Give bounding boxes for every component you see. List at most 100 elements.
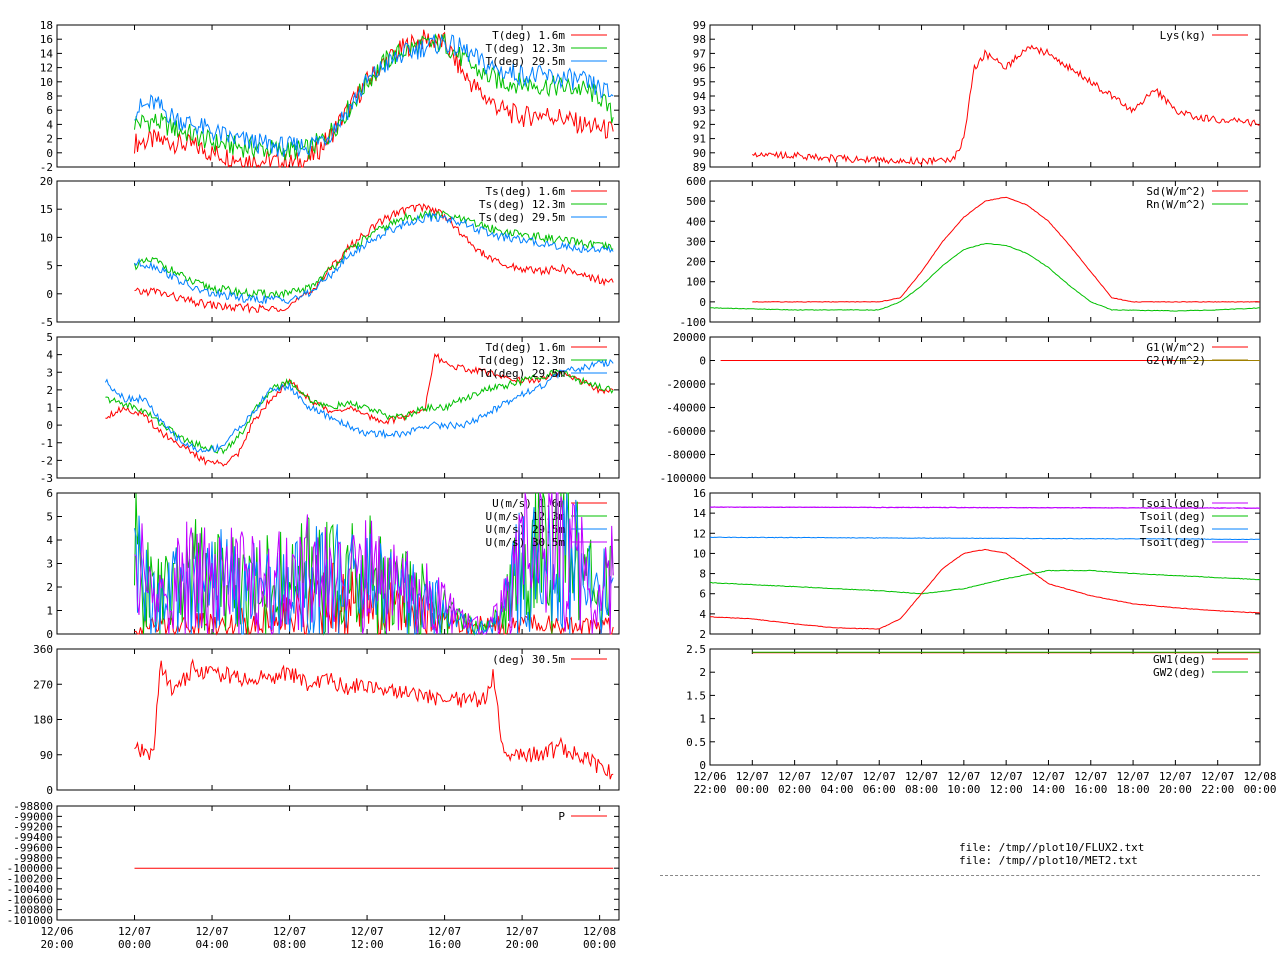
legend-label: T(deg) 1.6m bbox=[492, 29, 565, 42]
x-tick-label: 20:00 bbox=[1159, 783, 1192, 796]
y-tick-label: 0 bbox=[699, 355, 706, 368]
y-tick-label: -3 bbox=[40, 472, 53, 485]
footer-file-2: file: /tmp//plot10/MET2.txt bbox=[959, 854, 1138, 867]
y-tick-label: 3 bbox=[46, 558, 53, 571]
y-tick-label: 10 bbox=[40, 231, 53, 244]
x-tick-label: 02:00 bbox=[778, 783, 811, 796]
legend-label: U(m/s) 30.5m bbox=[486, 536, 566, 549]
series-line bbox=[134, 492, 614, 636]
x-tick-label: 18:00 bbox=[1117, 783, 1150, 796]
series-line bbox=[134, 34, 614, 157]
y-tick-label: 4 bbox=[699, 608, 706, 621]
legend-label: Sd(W/m^2) bbox=[1146, 185, 1206, 198]
y-tick-label: 2 bbox=[699, 666, 706, 679]
y-tick-label: 90 bbox=[693, 147, 706, 160]
footer-divider bbox=[660, 875, 1260, 876]
plot-frame bbox=[709, 492, 1261, 635]
x-tick-label: 12/07 bbox=[428, 925, 461, 938]
y-tick-label: 3 bbox=[46, 366, 53, 379]
y-tick-label: 0 bbox=[46, 784, 53, 797]
y-tick-label: -20000 bbox=[666, 378, 706, 391]
plot-frame bbox=[56, 648, 620, 791]
y-tick-label: 2 bbox=[46, 384, 53, 397]
y-tick-label: 0 bbox=[699, 296, 706, 309]
y-tick-label: 98 bbox=[693, 33, 706, 46]
y-tick-label: 99 bbox=[693, 19, 706, 32]
y-tick-label: 6 bbox=[46, 104, 53, 117]
x-tick-label: 12/07 bbox=[990, 770, 1023, 783]
y-tick-label: 0 bbox=[699, 759, 706, 772]
legend-label: GW2(deg) bbox=[1153, 666, 1206, 679]
x-tick-label: 12:00 bbox=[990, 783, 1023, 796]
y-tick-label: 2.5 bbox=[686, 643, 706, 656]
x-tick-label: 12/06 bbox=[40, 925, 73, 938]
panel-gw: 00.511.522.512/0622:0012/0700:0012/0702:… bbox=[686, 643, 1276, 796]
x-tick-label: 00:00 bbox=[118, 938, 151, 951]
x-tick-label: 12/07 bbox=[778, 770, 811, 783]
series-line bbox=[134, 209, 614, 299]
legend-label: GW1(deg) bbox=[1153, 653, 1206, 666]
series-line bbox=[752, 44, 1261, 166]
x-tick-label: 12/07 bbox=[506, 925, 539, 938]
y-tick-label: -5 bbox=[40, 316, 53, 329]
legend-label: Rn(W/m^2) bbox=[1146, 198, 1206, 211]
legend-label: G2(W/m^2) bbox=[1146, 354, 1206, 367]
panel-rad: -100 0 100 200 300 400 500 600 Sd(W/m^2)Rn(W/m^2… bbox=[680, 175, 1261, 329]
y-tick-label: -100800 bbox=[7, 904, 53, 917]
x-tick-label: 12/07 bbox=[273, 925, 306, 938]
x-tick-label: 04:00 bbox=[195, 938, 228, 951]
x-tick-label: 04:00 bbox=[820, 783, 853, 796]
y-tick-label: -40000 bbox=[666, 402, 706, 415]
y-tick-label: -98800 bbox=[13, 800, 53, 813]
x-tick-label: 14:00 bbox=[1032, 783, 1065, 796]
y-tick-label: -1 bbox=[40, 437, 53, 450]
legend-label: T(deg) 12.3m bbox=[486, 42, 566, 55]
x-tick-label: 12/07 bbox=[905, 770, 938, 783]
y-tick-label: 18 bbox=[40, 19, 53, 32]
y-tick-label: 180 bbox=[33, 714, 53, 727]
series-line bbox=[134, 33, 614, 161]
x-tick-label: 12/07 bbox=[1074, 770, 1107, 783]
y-tick-label: 95 bbox=[693, 76, 706, 89]
x-tick-label: 00:00 bbox=[583, 938, 616, 951]
x-tick-label: 20:00 bbox=[506, 938, 539, 951]
panel-p: -101000-100800-100600-100400-100200-1000… bbox=[7, 800, 620, 951]
y-tick-label: 270 bbox=[33, 678, 53, 691]
y-tick-label: 94 bbox=[693, 90, 707, 103]
y-tick-label: 0 bbox=[46, 147, 53, 160]
x-tick-label: 12/07 bbox=[1032, 770, 1065, 783]
y-tick-label: 5 bbox=[46, 260, 53, 273]
legend-label: Lys(kg) bbox=[1160, 29, 1206, 42]
panel-wd: 0 90 180 270 360 (deg) 30.5m bbox=[33, 643, 620, 797]
y-tick-label: 0.5 bbox=[686, 736, 706, 749]
y-tick-label: 2 bbox=[46, 133, 53, 146]
legend-label: U(m/s) 29.5m bbox=[486, 523, 566, 536]
legend-label: Tsoil(deg) bbox=[1140, 510, 1206, 523]
legend-label: Tsoil(deg) bbox=[1140, 536, 1206, 549]
x-tick-label: 12/08 bbox=[583, 925, 616, 938]
y-tick-label: 2 bbox=[46, 581, 53, 594]
y-tick-label: 1 bbox=[46, 402, 53, 415]
y-tick-label: 4 bbox=[46, 118, 53, 131]
x-tick-label: 12/07 bbox=[195, 925, 228, 938]
series-line bbox=[709, 242, 1261, 312]
legend-label: P bbox=[558, 810, 565, 823]
y-tick-label: -80000 bbox=[666, 449, 706, 462]
y-tick-label: 8 bbox=[46, 90, 53, 103]
y-tick-label: 600 bbox=[686, 175, 706, 188]
y-tick-label: 10 bbox=[693, 547, 706, 560]
y-tick-label: 12 bbox=[40, 62, 53, 75]
legend-label: Td(deg) 12.3m bbox=[479, 354, 565, 367]
y-tick-label: 300 bbox=[686, 235, 706, 248]
series-line bbox=[710, 548, 1261, 630]
x-tick-label: 00:00 bbox=[1243, 783, 1276, 796]
series-line bbox=[752, 196, 1261, 303]
x-tick-label: 12/06 bbox=[693, 770, 726, 783]
y-tick-label: -2 bbox=[40, 161, 53, 174]
x-tick-label: 20:00 bbox=[40, 938, 73, 951]
x-tick-label: 12/07 bbox=[1159, 770, 1192, 783]
y-tick-label: 4 bbox=[46, 534, 53, 547]
series-line bbox=[709, 569, 1261, 595]
plot-frame bbox=[709, 180, 1261, 323]
